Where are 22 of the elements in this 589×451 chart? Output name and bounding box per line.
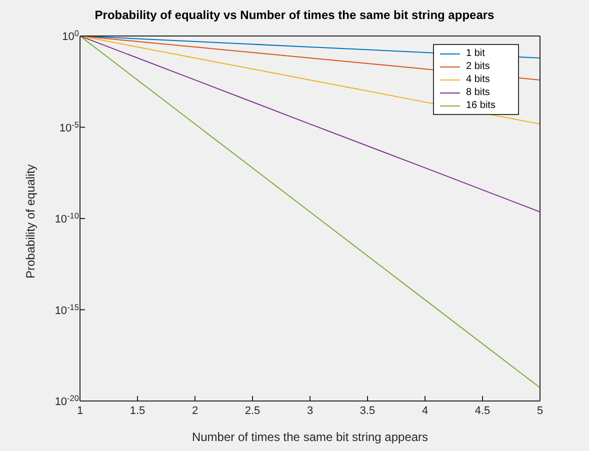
- x-tick-label: 4.5: [474, 404, 490, 417]
- legend-label: 2 bits: [466, 60, 490, 73]
- y-tick-label: 10$^{0}$: [62, 28, 80, 43]
- legend-label: 8 bits: [466, 86, 490, 99]
- x-tick-label: 3.5: [360, 404, 376, 417]
- x-tick-label: 4: [422, 404, 428, 417]
- chart-title: Probability of equality vs Number of times the same bit string appears: [94, 8, 496, 22]
- legend-label: 4 bits: [466, 73, 490, 86]
- x-tick-label: 2.5: [244, 404, 260, 417]
- y-tick-label: 10$^{-15}$: [54, 302, 80, 317]
- x-tick-label: 2: [192, 404, 198, 417]
- y-tick-label: 10$^{-10}$: [54, 211, 80, 226]
- x-tick-label: 3: [306, 404, 314, 417]
- y-tick-label: 10$^{-5}$: [59, 120, 80, 134]
- x-tick-label: 1: [76, 404, 84, 417]
- legend-label: 1 bit: [466, 47, 485, 60]
- y-axis-title: Probability of equality: [23, 164, 38, 278]
- x-axis-title: Number of times the same bit string appears: [192, 430, 428, 444]
- legend-label: 16 bits: [466, 99, 496, 112]
- y-tick-label: 10$^{-20}$: [54, 394, 80, 408]
- x-tick-label: 5: [536, 404, 544, 417]
- x-tick-label: 1.5: [130, 404, 146, 417]
